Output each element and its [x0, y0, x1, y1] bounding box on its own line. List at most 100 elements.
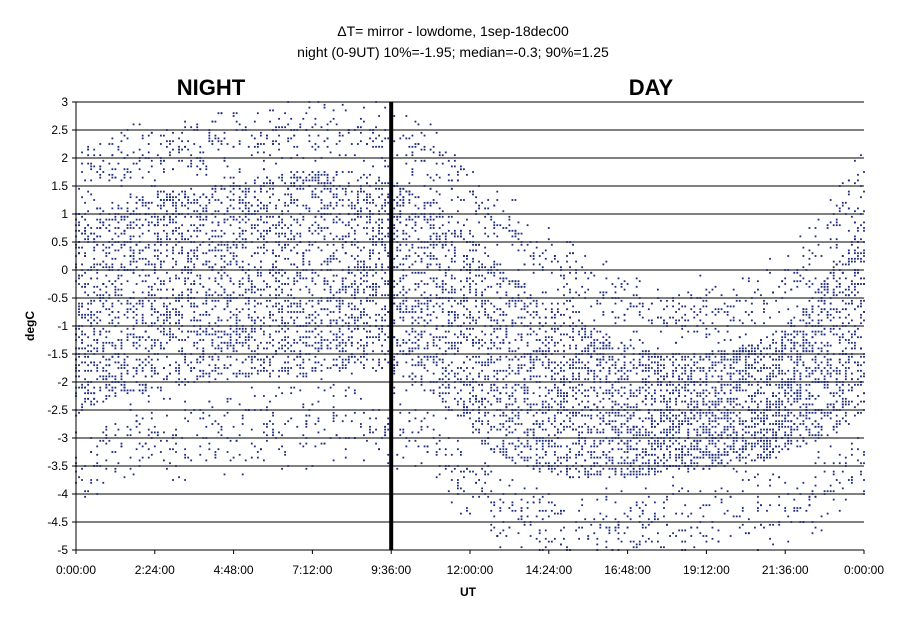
data-point	[311, 243, 314, 246]
data-point	[220, 347, 223, 350]
data-point	[229, 252, 232, 255]
data-point	[141, 154, 144, 157]
data-point	[166, 333, 168, 336]
data-point	[99, 143, 102, 145]
data-point	[402, 311, 405, 313]
data-point	[332, 414, 335, 417]
data-point	[317, 182, 320, 185]
data-point	[456, 400, 459, 403]
data-point	[162, 260, 165, 263]
data-point	[111, 381, 114, 383]
data-point	[469, 512, 471, 515]
data-point	[266, 221, 268, 224]
data-point	[78, 355, 80, 358]
data-point	[408, 311, 411, 313]
data-point	[502, 501, 505, 504]
data-point	[438, 305, 441, 308]
data-point	[338, 311, 341, 313]
data-point	[253, 196, 256, 199]
data-point	[350, 190, 353, 193]
data-point	[356, 210, 359, 213]
data-point	[432, 414, 435, 417]
data-point	[338, 185, 341, 187]
data-point	[99, 330, 102, 333]
data-point	[202, 159, 205, 162]
data-point	[217, 271, 220, 274]
data-point	[441, 397, 444, 400]
data-point	[387, 336, 390, 339]
data-point	[481, 364, 484, 367]
data-point	[396, 154, 399, 157]
data-point	[181, 159, 183, 162]
data-point	[405, 308, 408, 311]
data-point	[481, 467, 484, 470]
data-point	[250, 224, 253, 227]
data-point	[81, 269, 83, 271]
data-point	[281, 157, 283, 159]
data-point	[369, 294, 371, 297]
data-point	[153, 283, 156, 285]
data-point	[135, 266, 138, 269]
data-point	[102, 375, 105, 378]
data-point	[323, 280, 326, 283]
data-point	[426, 322, 429, 325]
data-point	[447, 215, 450, 218]
data-point	[114, 434, 117, 437]
data-point	[102, 159, 105, 162]
data-point	[181, 140, 183, 143]
data-point	[175, 428, 177, 431]
data-point	[187, 213, 190, 215]
data-point	[87, 369, 90, 372]
data-point	[320, 299, 323, 302]
data-point	[499, 423, 502, 425]
data-point	[469, 470, 471, 473]
data-point	[375, 145, 377, 148]
data-point	[81, 162, 83, 165]
data-point	[175, 201, 177, 204]
data-point	[96, 235, 99, 238]
data-point	[323, 204, 326, 207]
data-point	[435, 235, 438, 238]
data-point	[453, 249, 456, 252]
data-point	[381, 207, 384, 210]
data-point	[350, 341, 353, 344]
data-point	[478, 347, 480, 350]
data-point	[472, 190, 474, 193]
data-point	[105, 308, 108, 311]
data-point	[438, 434, 441, 437]
data-point	[199, 409, 202, 411]
data-point	[329, 232, 332, 235]
data-point	[232, 344, 235, 347]
data-point	[96, 364, 99, 367]
data-point	[487, 285, 490, 288]
data-point	[108, 179, 111, 182]
data-point	[278, 271, 280, 274]
data-point	[487, 199, 490, 201]
data-point	[463, 406, 465, 409]
data-point	[153, 224, 156, 227]
data-point	[102, 224, 105, 227]
data-point	[111, 238, 114, 241]
data-point	[272, 263, 274, 266]
data-point	[278, 176, 280, 179]
data-point	[169, 327, 171, 330]
data-point	[278, 280, 280, 283]
data-point	[223, 288, 226, 291]
data-point	[178, 339, 180, 341]
data-point	[396, 255, 399, 257]
data-point	[453, 313, 456, 316]
data-point	[414, 224, 417, 227]
data-point	[299, 185, 302, 187]
data-point	[211, 187, 214, 190]
data-point	[320, 201, 323, 204]
data-point	[275, 319, 277, 322]
data-point	[150, 364, 153, 367]
data-point	[429, 263, 432, 266]
data-point	[493, 204, 496, 207]
data-point	[211, 358, 214, 361]
data-point	[426, 451, 429, 453]
data-point	[141, 280, 144, 283]
data-point	[359, 311, 362, 313]
data-point	[323, 218, 326, 221]
data-point	[263, 330, 265, 333]
